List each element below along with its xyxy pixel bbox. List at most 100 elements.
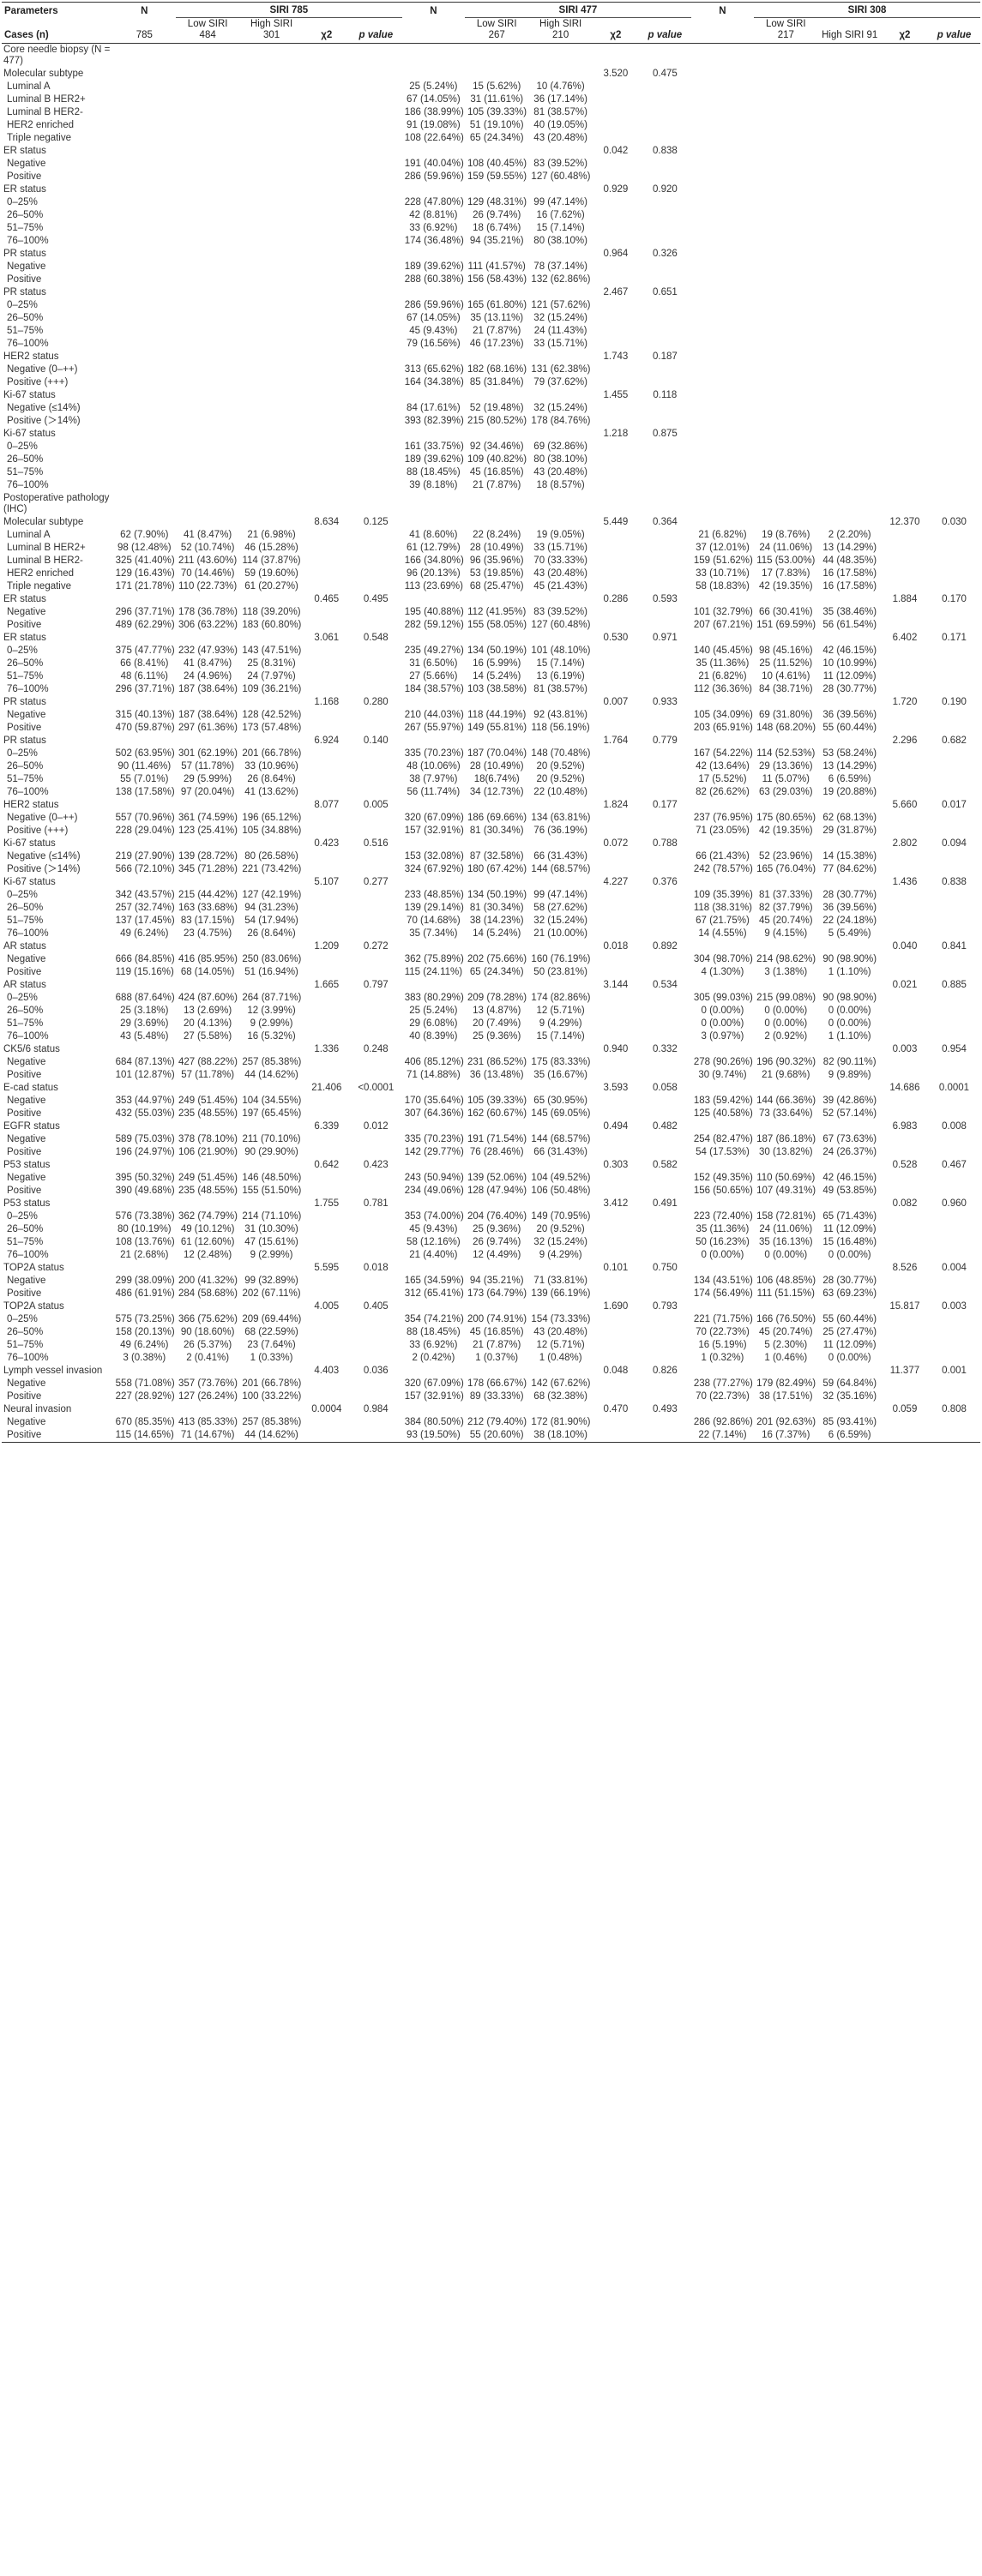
table-cell <box>350 683 402 696</box>
table-cell <box>176 171 239 183</box>
table-cell <box>528 1120 592 1133</box>
table-cell <box>928 542 980 555</box>
table-cell: 42 (19.35%) <box>758 826 813 836</box>
table-cell: 43 (20.48%) <box>533 1327 587 1337</box>
table-row: Positive (+++) 164 (34.38%) 85 (31.84%) 79 … <box>2 376 980 389</box>
table-cell <box>754 453 817 466</box>
table-cell: 0.125 <box>363 517 389 527</box>
table-cell <box>928 1018 980 1030</box>
table-cell <box>402 1043 465 1056</box>
table-cell: 1 (0.48%) <box>539 1353 582 1363</box>
table-cell: 0.280 <box>363 697 389 707</box>
table-cell <box>304 248 350 261</box>
table-cell <box>928 786 980 799</box>
table-cell <box>882 183 928 196</box>
table-cell <box>465 389 528 402</box>
table-cell <box>882 1326 928 1339</box>
table-cell <box>882 670 928 683</box>
table-cell <box>402 1159 465 1172</box>
table-cell <box>818 44 882 69</box>
table-cell <box>818 1403 882 1416</box>
table-cell: 63 (29.03%) <box>758 787 813 797</box>
row-label: Positive <box>7 274 42 285</box>
table-cell: 305 (99.03%) <box>693 993 753 1003</box>
table-cell <box>754 273 817 286</box>
table-row: 51–75% 48 (6.11%) 24 (4.96%) 24 (7.97%) 27 (… <box>2 670 980 683</box>
row-label: 0–25% <box>7 993 38 1003</box>
row-label: HER2 enriched <box>7 120 74 130</box>
table-row: 51–75% 33 (6.92%) 18 (6.74%) 15 (7.14%) <box>2 222 980 235</box>
table-cell: 161 (33.75%) <box>404 441 464 452</box>
table-cell <box>304 709 350 722</box>
table-cell <box>882 389 928 402</box>
table-cell: 119 (15.16%) <box>115 967 174 977</box>
table-cell: 30 (13.82%) <box>758 1147 813 1157</box>
table-cell <box>593 119 639 132</box>
table-cell <box>304 748 350 760</box>
table-cell <box>239 222 303 235</box>
table-cell <box>465 1365 528 1378</box>
table-cell <box>350 1223 402 1236</box>
table-cell <box>239 415 303 428</box>
table-cell <box>754 492 817 516</box>
table-cell: 80 (38.10%) <box>533 454 587 465</box>
table-cell <box>176 351 239 363</box>
table-cell: 0.465 <box>314 594 340 604</box>
table-cell <box>402 1198 465 1210</box>
table-cell: 0.003 <box>942 1301 967 1312</box>
table-cell <box>691 441 754 453</box>
table-cell <box>691 735 754 748</box>
table-cell: 0.170 <box>942 594 967 604</box>
table-cell <box>691 466 754 479</box>
table-cell: 0.788 <box>652 838 678 849</box>
table-cell <box>304 402 350 415</box>
table-cell <box>639 928 691 940</box>
table-cell: 187 (38.64%) <box>178 710 238 720</box>
row-label: Negative <box>7 607 46 617</box>
table-cell: 1.690 <box>603 1301 629 1312</box>
table-cell: 36 (39.56%) <box>822 710 877 720</box>
table-row: 0–25% 575 (73.25%) 366 (75.62%) 209 (69.44%… <box>2 1313 980 1326</box>
table-cell: 33 (15.71%) <box>533 543 587 553</box>
table-cell <box>818 479 882 492</box>
table-cell <box>593 1416 639 1429</box>
table-cell: 142 (29.77%) <box>404 1147 464 1157</box>
table-cell: 0.017 <box>942 800 967 810</box>
table-cell <box>176 299 239 312</box>
table-cell: 20 (4.13%) <box>184 1018 232 1029</box>
table-cell <box>754 1159 817 1172</box>
table-cell: 5.107 <box>314 877 340 887</box>
row-label: AR status <box>3 980 46 990</box>
section-row: Neural invasion 0.0004 0.984 0.470 0.493 0.05… <box>2 1403 980 1416</box>
table-cell: 22 (24.18%) <box>822 916 877 926</box>
table-cell <box>402 799 465 812</box>
table-cell: 118 (38.31%) <box>693 903 753 913</box>
table-cell: 174 (36.48%) <box>404 236 464 246</box>
table-cell: 21.406 <box>311 1083 342 1093</box>
table-row: 0–25% 502 (63.95%) 301 (62.19%) 201 (66.78%… <box>2 748 980 760</box>
table-cell <box>754 441 817 453</box>
table-row: Luminal B HER2+ 67 (14.05%) 31 (11.61%) 36 … <box>2 93 980 106</box>
table-cell <box>350 709 402 722</box>
table-cell <box>882 93 928 106</box>
table-cell <box>239 516 303 529</box>
table-cell <box>928 428 980 441</box>
table-cell: 203 (65.91%) <box>693 723 753 733</box>
table-cell: 670 (85.35%) <box>115 1417 175 1427</box>
table-cell: 0.971 <box>652 633 678 643</box>
table-cell <box>754 1120 817 1133</box>
table-cell <box>882 1275 928 1288</box>
table-cell: 142 (67.62%) <box>531 1378 591 1389</box>
table-cell <box>304 992 350 1005</box>
table-cell <box>304 351 350 363</box>
table-cell <box>176 402 239 415</box>
table-cell: 17 (7.83%) <box>762 568 810 579</box>
row-label: Ki-67 status <box>3 429 56 439</box>
table-cell <box>882 915 928 928</box>
table-cell <box>176 196 239 209</box>
table-cell <box>881 1429 929 1443</box>
table-cell <box>350 1056 402 1069</box>
table-cell: 566 (72.10%) <box>115 864 175 874</box>
table-cell: 41 (13.62%) <box>244 787 298 797</box>
table-cell <box>593 299 639 312</box>
